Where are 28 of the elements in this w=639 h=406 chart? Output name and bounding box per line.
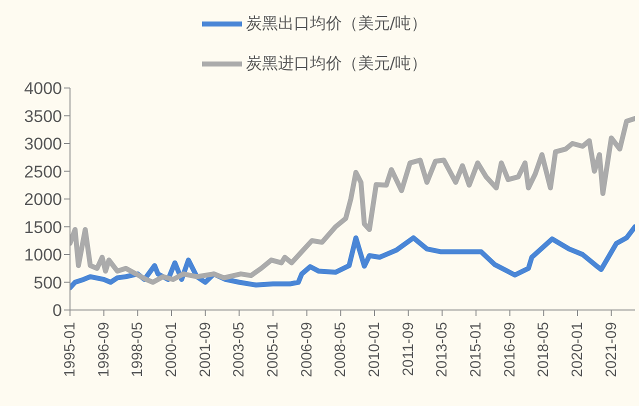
y-tick-label: 2500: [24, 162, 62, 182]
x-tick-label: 2005-01: [264, 322, 282, 378]
x-tick-label: 2000-01: [162, 322, 180, 378]
x-tick-label: 2003-05: [230, 322, 248, 378]
legend-label: 炭黑出口均价（美元/吨）: [246, 13, 428, 32]
y-tick-label: 3500: [24, 106, 62, 126]
x-tick-label: 2020-01: [568, 322, 586, 378]
x-tick-label: 2016-09: [501, 322, 518, 378]
x-tick-label: 2013-05: [434, 322, 451, 378]
x-tick-label: 2015-01: [467, 322, 484, 378]
y-tick-label: 1000: [24, 246, 62, 265]
y-tick-label: 500: [34, 273, 62, 292]
x-tick-label: 1996-09: [95, 322, 112, 378]
y-tick-label: 2000: [24, 190, 62, 210]
x-tick-label: 1995-01: [62, 322, 78, 378]
x-tick-label: 2011-09: [400, 322, 417, 376]
x-tick-label: 2018-05: [535, 322, 552, 378]
x-tick-label: 1998-05: [129, 322, 146, 378]
x-tick-label: 2006-09: [298, 322, 316, 378]
x-tick-label: 2021-09: [602, 322, 620, 378]
legend-label: 炭黑进口均价（美元/吨）: [246, 53, 428, 72]
x-tick-label: 2001-09: [196, 322, 214, 378]
x-tick-label: 2010-01: [366, 322, 383, 378]
y-tick-label: 1500: [24, 218, 62, 237]
y-tick-label: 0: [52, 301, 62, 320]
y-tick-label: 3000: [24, 134, 62, 154]
y-tick-label: 4000: [24, 79, 62, 98]
x-tick-label: 2008-05: [332, 322, 350, 378]
